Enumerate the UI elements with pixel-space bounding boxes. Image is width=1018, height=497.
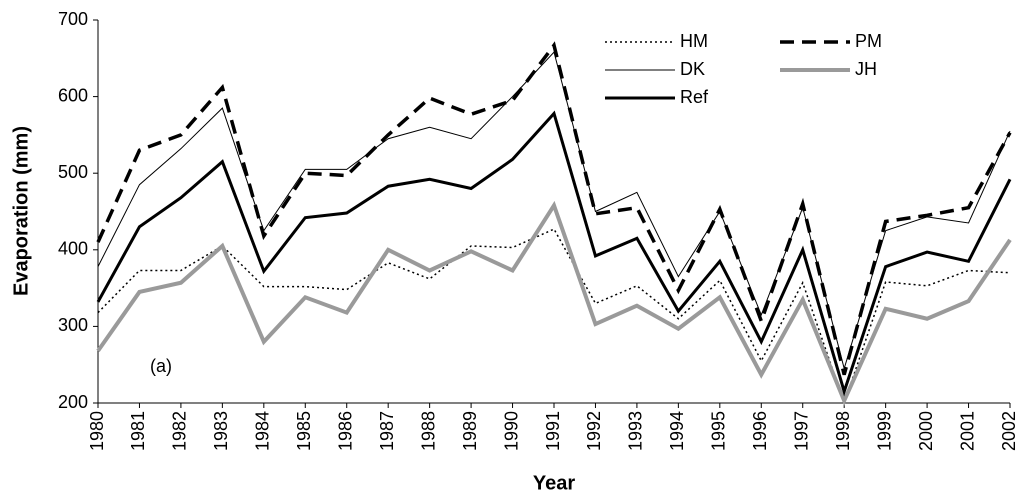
x-tick-label: 1996 [750,411,770,451]
x-tick-label: 1991 [543,411,563,451]
x-tick-label: 1988 [418,411,438,451]
x-tick-label: 1994 [667,411,687,451]
x-tick-label: 1992 [584,411,604,451]
annotation: (a) [150,356,172,376]
x-tick-label: 1987 [377,411,397,451]
x-tick-label: 1981 [128,411,148,451]
x-tick-label: 1984 [253,411,273,451]
x-tick-label: 1986 [335,411,355,451]
legend-label: Ref [680,87,709,107]
series-line [96,41,1012,376]
legend-label: HM [680,31,708,51]
y-tick-label: 200 [58,392,88,412]
x-tick-label: 2002 [999,411,1018,451]
series-line [96,200,1012,406]
x-tick-label: 1995 [709,411,729,451]
x-tick-label: 1983 [211,411,231,451]
x-tick-label: 1985 [294,411,314,451]
legend-label: PM [855,31,882,51]
series-line [97,228,1011,406]
legend-label: DK [680,59,705,79]
series-line [97,51,1011,371]
x-tick-label: 2000 [916,411,936,451]
x-tick-label: 1980 [87,411,107,451]
y-axis-title: Evaporation (mm) [10,126,32,296]
x-axis-title: Year [533,472,575,494]
x-tick-label: 1990 [501,411,521,451]
x-tick-label: 1999 [874,411,894,451]
x-tick-label: 1998 [833,411,853,451]
y-tick-label: 600 [58,85,88,105]
series-line [96,110,1012,397]
x-tick-label: 1993 [626,411,646,451]
y-tick-label: 500 [58,162,88,182]
y-tick-label: 300 [58,315,88,335]
x-tick-label: 2001 [957,411,977,451]
y-tick-label: 400 [58,239,88,259]
legend-label: JH [855,59,877,79]
y-tick-label: 700 [58,9,88,29]
x-tick-label: 1989 [460,411,480,451]
x-tick-label: 1997 [791,411,811,451]
x-tick-label: 1982 [170,411,190,451]
